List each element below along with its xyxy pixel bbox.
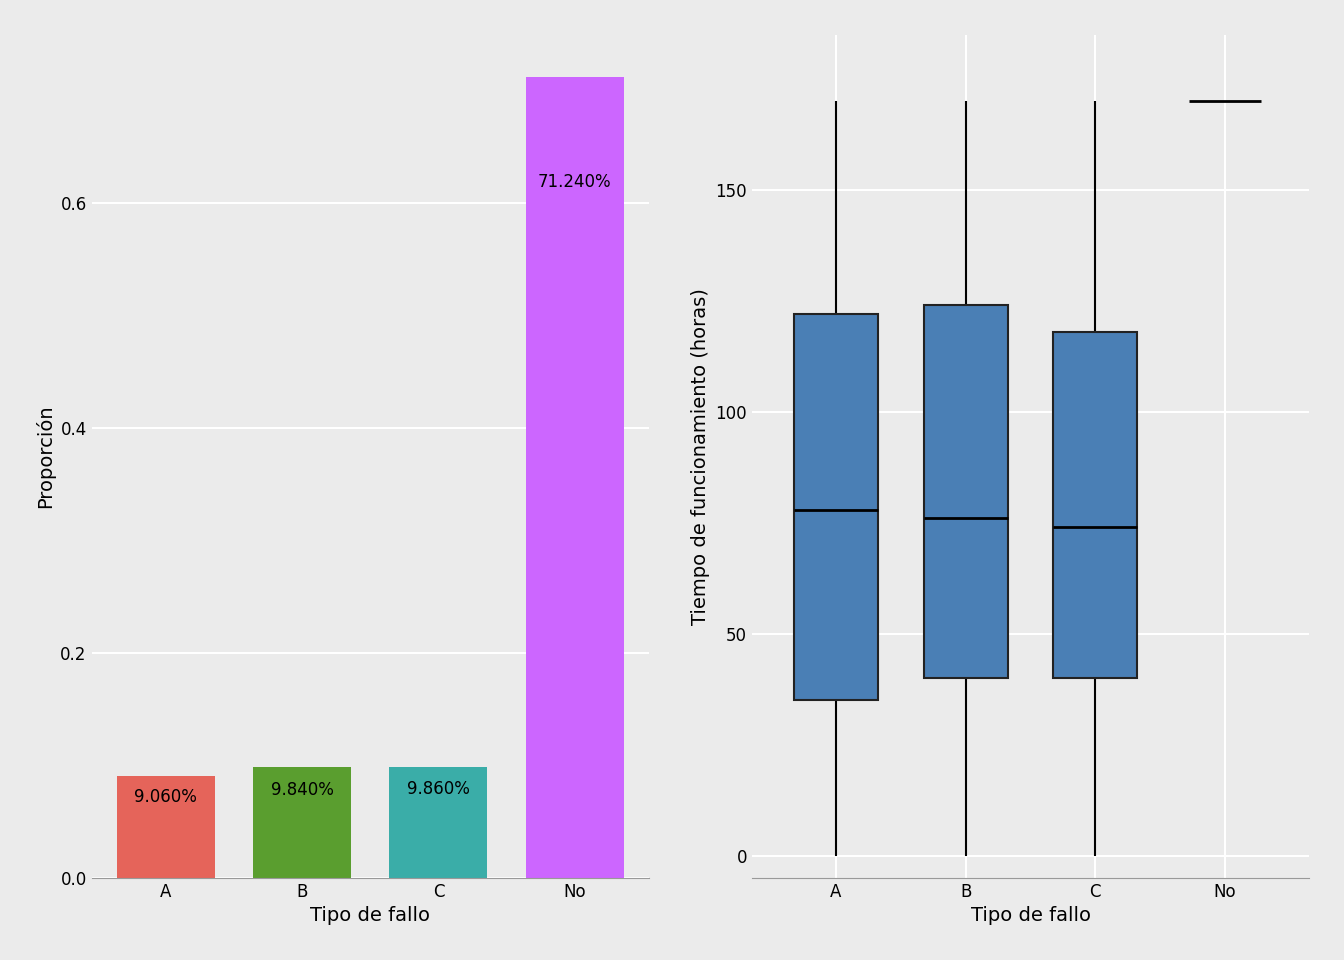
Bar xyxy=(253,767,351,877)
Y-axis label: Tiempo de funcionamiento (horas): Tiempo de funcionamiento (horas) xyxy=(691,288,710,625)
Y-axis label: Proporción: Proporción xyxy=(35,404,55,508)
X-axis label: Tipo de fallo: Tipo de fallo xyxy=(310,906,430,925)
Text: 71.240%: 71.240% xyxy=(538,173,612,191)
Bar xyxy=(1054,332,1137,678)
Text: 9.840%: 9.840% xyxy=(270,780,333,799)
Bar xyxy=(117,776,215,877)
Bar xyxy=(390,767,488,877)
Bar xyxy=(526,77,624,877)
X-axis label: Tipo de fallo: Tipo de fallo xyxy=(970,906,1090,925)
Bar xyxy=(923,305,1008,678)
Text: 9.060%: 9.060% xyxy=(134,788,198,806)
Text: 9.860%: 9.860% xyxy=(407,780,470,799)
Bar xyxy=(794,314,878,701)
